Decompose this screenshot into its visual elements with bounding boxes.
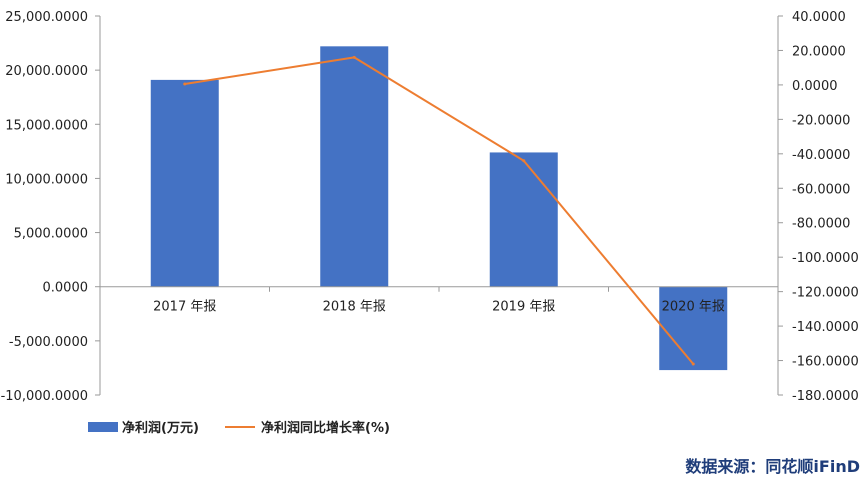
- left-tick-label: 5,000.0000: [14, 227, 88, 242]
- bar-4: [659, 286, 728, 371]
- right-tick-label: 20.0000: [792, 44, 846, 59]
- line-layer: [183, 55, 695, 366]
- left-tick-label: 0.0000: [43, 281, 89, 296]
- bar-2: [320, 46, 389, 287]
- left-tick-label: 20,000.0000: [5, 64, 88, 79]
- right-tick-label: -160.0000: [792, 355, 859, 370]
- right-tick-label: -20.0000: [792, 113, 850, 128]
- category-label: 2017 年报: [153, 300, 216, 315]
- growth-rate-point-4: [691, 362, 695, 366]
- right-tick-label: -120.0000: [792, 286, 859, 301]
- bar-3: [489, 152, 558, 287]
- left-tick-label: 15,000.0000: [5, 118, 88, 133]
- category-label: 2019 年报: [492, 300, 555, 315]
- left-tick-label: 25,000.0000: [5, 10, 88, 25]
- right-tick-label: -60.0000: [792, 182, 850, 197]
- right-tick-label: 40.0000: [792, 10, 846, 25]
- category-label: 2018 年报: [323, 300, 386, 315]
- labels-layer: 25,000.0000 20,000.0000 15,000.0000 10,000.…: [1, 10, 859, 404]
- left-tick-label: -5,000.0000: [9, 335, 88, 350]
- category-label: 2020 年报: [662, 300, 725, 315]
- right-tick-label: -80.0000: [792, 217, 850, 232]
- legend-swatch-bar: [88, 422, 118, 432]
- right-tick-label: -40.0000: [792, 148, 850, 163]
- right-tick-label: -180.0000: [792, 389, 859, 404]
- right-tick-label: -100.0000: [792, 251, 859, 266]
- right-tick-label: -140.0000: [792, 320, 859, 335]
- growth-rate-point-2: [352, 55, 356, 59]
- axes-layer: [95, 15, 783, 396]
- legend-label-bar: 净利润(万元): [122, 420, 199, 436]
- right-tick-label: 0.0000: [792, 79, 838, 94]
- left-tick-label: 10,000.0000: [5, 172, 88, 187]
- bar-1: [150, 79, 219, 287]
- bars-layer: [150, 46, 728, 371]
- data-source-label: 数据来源：同花顺iFinD: [685, 457, 860, 476]
- growth-rate-line: [184, 56, 695, 365]
- left-tick-label: -10,000.0000: [1, 389, 88, 404]
- legend: 净利润(万元) 净利润同比增长率(%): [88, 420, 390, 436]
- growth-rate-point-3: [522, 159, 526, 163]
- legend-label-line: 净利润同比增长率(%): [261, 420, 390, 436]
- growth-rate-point-1: [183, 82, 187, 86]
